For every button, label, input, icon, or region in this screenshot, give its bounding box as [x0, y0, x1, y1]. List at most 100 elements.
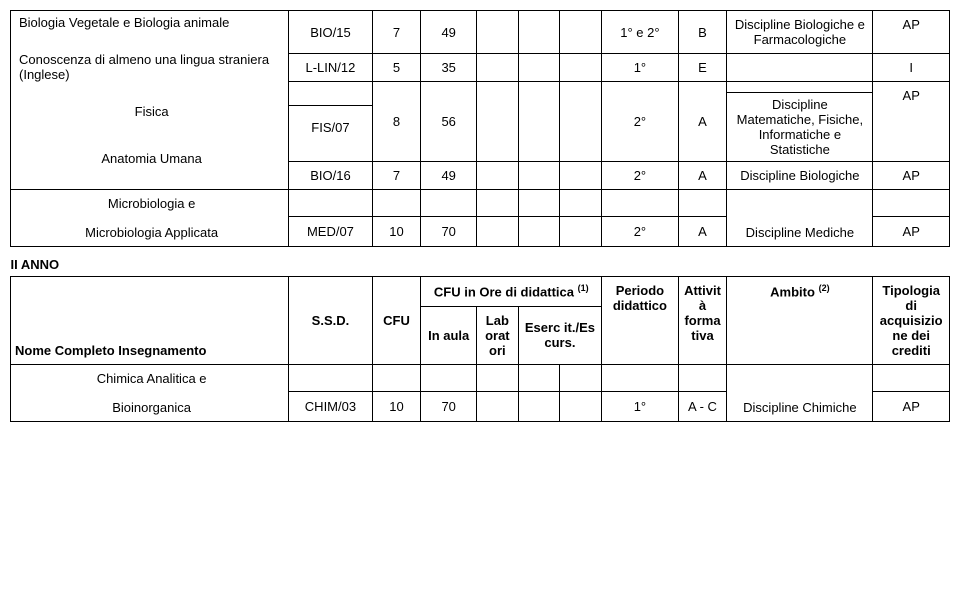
cell-blank [477, 190, 519, 217]
cell-blank [518, 11, 560, 54]
cell-blank [560, 392, 602, 422]
cell-code: BIO/15 [289, 11, 372, 54]
header-ambito-text: Ambito [770, 284, 815, 299]
header-ambito: Ambito (2) [727, 277, 873, 365]
header-cfu: CFU [372, 277, 421, 365]
cell-ambit: Discipline Biologiche e Farmacologiche [727, 11, 873, 54]
cell-blank [372, 365, 421, 392]
cell-hours: 35 [421, 54, 477, 82]
cell-code: BIO/16 [289, 162, 372, 190]
course-name: Microbiologia Applicata [19, 225, 284, 240]
header-tipologia: Tipologia di acquisizione dei crediti [873, 277, 950, 365]
cell-blank [602, 190, 679, 217]
cell-code: FIS/07 [289, 106, 371, 149]
cell-blank [873, 190, 950, 217]
cell-type: AP [873, 11, 950, 54]
spacer-row: Chimica Analitica e Bioinorganica Discip… [11, 365, 950, 392]
cell-cfu: 5 [372, 54, 421, 82]
cell-type: AP [873, 162, 950, 190]
cell-ambit: Discipline Matematiche, Fisiche, Informa… [727, 93, 872, 161]
cell-blank [289, 190, 372, 217]
header-attivita: Attività formativa [678, 277, 727, 365]
cell-blank [873, 365, 950, 392]
cell-blank [289, 247, 950, 277]
cell-type: AP [873, 82, 950, 162]
course-name: Microbiologia e [19, 196, 284, 211]
course-name: Conoscenza di almeno una lingua stranier… [19, 52, 284, 82]
cell-blank [518, 217, 560, 247]
cell-code: MED/07 [289, 217, 372, 247]
cell-ambit: Discipline Biologiche [727, 162, 873, 190]
cell-blank [518, 82, 560, 162]
cell-activity: A [678, 162, 727, 190]
curriculum-table: Biologia Vegetale e Biologia animale Con… [10, 10, 950, 422]
header-nome: Nome Completo Insegnamento [11, 277, 289, 365]
cell-hours: 70 [421, 217, 477, 247]
cell-cfu: 10 [372, 217, 421, 247]
cell-blank [678, 365, 727, 392]
cell-blank [560, 190, 602, 217]
header-eserc: Eserc it./Es curs. [518, 306, 601, 364]
cell-blank [372, 190, 421, 217]
cell-cfu: 7 [372, 162, 421, 190]
cell-type: AP [873, 217, 950, 247]
cell-activity: B [678, 11, 727, 54]
cell-type: I [873, 54, 950, 82]
cell-blank [560, 162, 602, 190]
cell-period: 2° [602, 82, 679, 162]
header-periodo: Periodo didattico [602, 277, 679, 365]
cell-blank [477, 217, 519, 247]
cell-blank [560, 11, 602, 54]
header-cfu-ore-text: CFU in Ore di didattica [434, 284, 574, 299]
course-name: Fisica [19, 104, 284, 119]
cell-blank [560, 217, 602, 247]
cell-cfu: 8 [372, 82, 421, 162]
cell-period: 2° [602, 162, 679, 190]
section-heading-row: II ANNO [11, 247, 950, 277]
header-cfu-ore-sup: (1) [578, 283, 589, 293]
cell-blank [678, 190, 727, 217]
cell-blank [518, 392, 560, 422]
cell-blank [477, 365, 519, 392]
cell-blank [602, 365, 679, 392]
cell-cfu: 7 [372, 11, 421, 54]
cell-activity: A - C [678, 392, 727, 422]
cell-hours: 49 [421, 162, 477, 190]
cell-blank [421, 190, 477, 217]
header-in-aula: In aula [421, 306, 477, 364]
course-name: Bioinorganica [19, 400, 284, 415]
cell-period: 2° [602, 217, 679, 247]
cell-blank [560, 365, 602, 392]
cell-blank [518, 54, 560, 82]
cell-cfu: 10 [372, 392, 421, 422]
header-ssd: S.S.D. [289, 277, 372, 365]
table-row: Biologia Vegetale e Biologia animale Con… [11, 11, 950, 54]
cell-activity: E [678, 54, 727, 82]
spacer-row: Microbiologia e Microbiologia Applicata … [11, 190, 950, 217]
section-heading: II ANNO [11, 247, 289, 277]
cell-blank [421, 365, 477, 392]
cell-activity: A [678, 82, 727, 162]
cell-ambit [727, 54, 873, 82]
cell-code: L-LIN/12 [289, 54, 372, 82]
cell-blank [477, 11, 519, 54]
cell-ambit: Discipline Chimiche [727, 365, 873, 422]
cell-blank [518, 365, 560, 392]
cell-activity: A [678, 217, 727, 247]
cell-hours: 49 [421, 11, 477, 54]
cell-blank [518, 162, 560, 190]
cell-blank [289, 365, 372, 392]
header-lab: Lab orat ori [477, 306, 519, 364]
cell-code: CHIM/03 [289, 392, 372, 422]
course-name: Anatomia Umana [19, 151, 284, 166]
header-cfu-ore: CFU in Ore di didattica (1) [421, 277, 602, 307]
cell-hours: 70 [421, 392, 477, 422]
cell-period: 1° e 2° [602, 11, 679, 54]
cell-period: 1° [602, 392, 679, 422]
cell-blank [477, 82, 519, 162]
cell-type: AP [873, 392, 950, 422]
cell-blank [477, 54, 519, 82]
header-ambito-sup: (2) [819, 283, 830, 293]
cell-blank [518, 190, 560, 217]
cell-blank [560, 54, 602, 82]
